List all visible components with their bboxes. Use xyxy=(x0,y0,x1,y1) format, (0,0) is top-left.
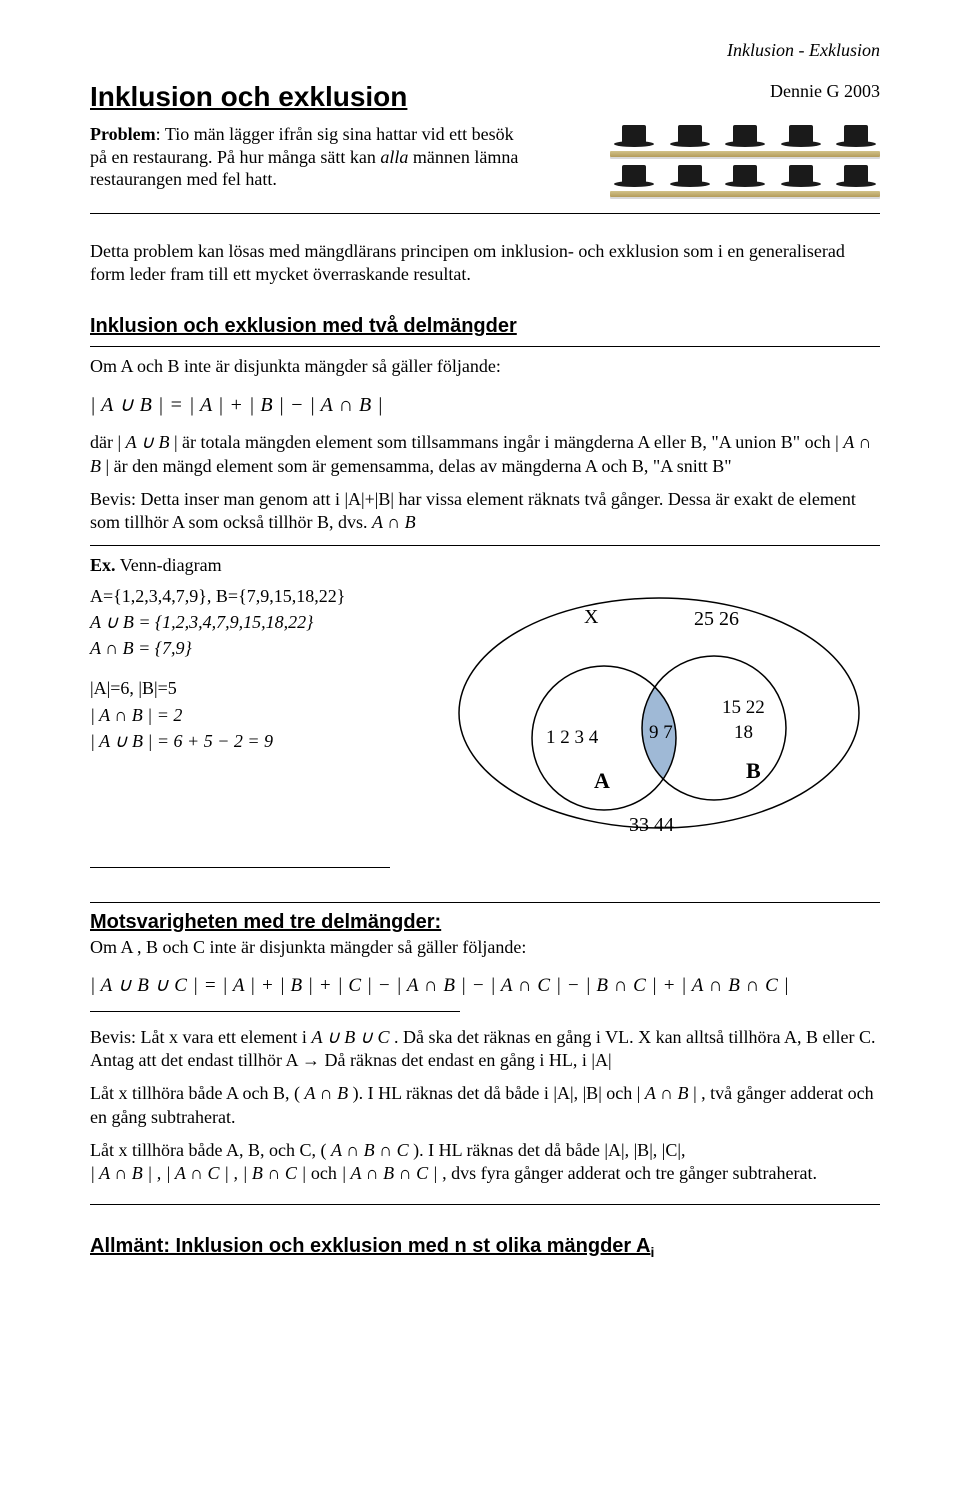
divider-short xyxy=(90,1011,460,1012)
ex-unioncard: | A ∪ B | = 6 + 5 − 2 = 9 xyxy=(90,728,420,754)
math-inline: | A ∩ B | , | A ∩ C | , | B ∩ C | xyxy=(90,1163,306,1183)
venn-intersect: 9 7 xyxy=(649,722,673,743)
hat-icon xyxy=(834,123,878,151)
math-inline: | A ∩ B ∩ C | xyxy=(341,1163,437,1183)
section2-heading: Motsvarigheten med tre delmängder: xyxy=(90,911,880,934)
divider xyxy=(90,213,880,214)
problem-text: Problem: Tio män lägger ifrån sig sina h… xyxy=(90,123,530,191)
math-inline: A ∩ B xyxy=(372,512,416,532)
text: Bevis: Detta inser man genom att i |A|+|… xyxy=(90,489,856,532)
venn-outer-3344: 33 44 xyxy=(629,814,674,836)
ex-cards: |A|=6, |B|=5 xyxy=(90,675,420,701)
math-inline: A ∩ B xyxy=(304,1083,348,1103)
divider xyxy=(90,902,880,903)
shelf-top xyxy=(610,151,880,157)
section2-p3: Låt x tillhöra både A, B, och C, ( A ∩ B… xyxy=(90,1139,880,1186)
math-inline: A ∪ B = {1,2,3,4,7,9,15,18,22} xyxy=(90,612,313,632)
venn-a-label: A xyxy=(594,768,610,793)
section2-p1: Bevis: Låt x vara ett element i A ∪ B ∪ … xyxy=(90,1026,880,1073)
text: | är totala mängden element som tillsamm… xyxy=(169,432,843,452)
section1-proof: Bevis: Detta inser man genom att i |A|+|… xyxy=(90,488,880,535)
math-inline: A ∩ B = {7,9} xyxy=(90,638,192,658)
math-inline: | A ∩ B | = 2 xyxy=(90,705,182,725)
text: och xyxy=(306,1163,341,1183)
hat-icon xyxy=(668,123,712,151)
text: , dvs fyra gånger adderat och tre gånger… xyxy=(438,1163,817,1183)
section1-paragraph2: där | A ∪ B | är totala mängden element … xyxy=(90,431,880,478)
divider xyxy=(90,346,880,347)
venn-diagram: X 25 26 33 44 1 2 3 4 A B 15 22 18 9 7 xyxy=(454,583,874,843)
hat-icon xyxy=(779,163,823,191)
text: Allmänt: Inklusion och exklusion med n s… xyxy=(90,1235,650,1257)
example-label-row: Ex. Venn-diagram xyxy=(90,554,880,577)
math-inline: A ∩ B ∩ C xyxy=(331,1140,409,1160)
math-inline: A ∩ B xyxy=(645,1083,689,1103)
venn-b-only-2: 18 xyxy=(734,722,753,743)
hat-icon xyxy=(612,163,656,191)
page-title: Inklusion och exklusion xyxy=(90,81,407,113)
formula-two-sets: | A ∪ B | = | A | + | B | − | A ∩ B | xyxy=(90,392,880,417)
math-inline: | A ∪ B | = 6 + 5 − 2 = 9 xyxy=(90,731,273,751)
problem-emph: alla xyxy=(380,147,408,167)
ex-union: A ∪ B = {1,2,3,4,7,9,15,18,22} xyxy=(90,609,420,635)
example-right: X 25 26 33 44 1 2 3 4 A B 15 22 18 9 7 xyxy=(448,583,880,843)
venn-outer-x: X xyxy=(584,606,599,628)
example-label2: Venn-diagram xyxy=(116,555,222,575)
ex-inter: A ∩ B = {7,9} xyxy=(90,635,420,661)
hat-icon xyxy=(668,163,712,191)
text: Låt x tillhöra både A och B, ( xyxy=(90,1083,304,1103)
hat-icon xyxy=(779,123,823,151)
subscript: i xyxy=(650,1244,654,1260)
venn-b-label: B xyxy=(746,758,761,783)
running-header: Inklusion - Exklusion xyxy=(90,40,880,61)
hat-icon xyxy=(723,123,767,151)
divider-short xyxy=(90,867,390,868)
math-inline: A ∪ B ∪ C xyxy=(311,1027,389,1047)
hat-row-top xyxy=(610,123,880,151)
ex-setdef: A={1,2,3,4,7,9}, B={7,9,15,18,22} xyxy=(90,583,420,609)
venn-a-only: 1 2 3 4 xyxy=(546,727,599,748)
math-inline: A ∪ B xyxy=(126,432,170,452)
text: Bevis: Låt x vara ett element i xyxy=(90,1027,311,1047)
text: Låt x tillhöra både A, B, och C, ( xyxy=(90,1140,331,1160)
author: Dennie G 2003 xyxy=(770,81,880,102)
divider xyxy=(90,545,880,546)
section3-heading: Allmänt: Inklusion och exklusion med n s… xyxy=(90,1235,880,1260)
hat-row-bottom xyxy=(610,163,880,191)
shelf-bottom xyxy=(610,191,880,197)
hat-icon xyxy=(723,163,767,191)
intro-paragraph: Detta problem kan lösas med mängdlärans … xyxy=(90,240,880,287)
title-row: Inklusion och exklusion Dennie G 2003 xyxy=(90,81,880,113)
example-two-col: A={1,2,3,4,7,9}, B={7,9,15,18,22} A ∪ B … xyxy=(90,583,880,843)
divider xyxy=(90,1204,880,1205)
text: där | xyxy=(90,432,126,452)
section2-p2: Låt x tillhöra både A och B, ( A ∩ B ). … xyxy=(90,1082,880,1129)
text: ). I HL räknas det då både |A|, |B|, |C|… xyxy=(409,1140,686,1160)
example-label: Ex. xyxy=(90,555,116,575)
venn-outer-2526: 25 26 xyxy=(694,608,739,630)
problem-block: Problem: Tio män lägger ifrån sig sina h… xyxy=(90,123,880,203)
section1-line1: Om A och B inte är disjunkta mängder så … xyxy=(90,355,880,378)
section2-line1: Om A , B och C inte är disjunkta mängder… xyxy=(90,936,880,959)
hats-illustration xyxy=(610,123,880,203)
ex-intercard: | A ∩ B | = 2 xyxy=(90,702,420,728)
hat-icon xyxy=(612,123,656,151)
venn-b-only-1: 15 22 xyxy=(722,697,765,718)
problem-label: Problem xyxy=(90,124,156,144)
text: | är den mängd element som är gemensamma… xyxy=(101,456,732,476)
document-page: Inklusion - Exklusion Inklusion och exkl… xyxy=(0,0,960,1300)
example-left: A={1,2,3,4,7,9}, B={7,9,15,18,22} A ∪ B … xyxy=(90,583,420,843)
text: ). I HL räknas det då både i |A|, |B| oc… xyxy=(348,1083,645,1103)
section1-heading: Inklusion och exklusion med två delmängd… xyxy=(90,315,880,338)
hat-icon xyxy=(834,163,878,191)
formula-three-sets: | A ∪ B ∪ C | = | A | + | B | + | C | − … xyxy=(90,974,880,997)
